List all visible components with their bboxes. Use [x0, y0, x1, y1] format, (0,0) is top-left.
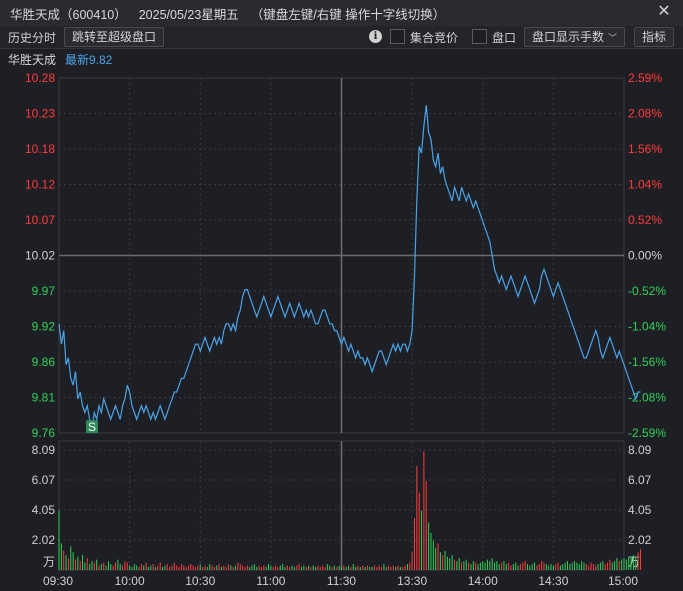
time-tick-label: 14:30 [538, 574, 568, 588]
price-tick-label: 9.97 [32, 284, 56, 298]
volume-unit-label: 万 [43, 555, 55, 569]
price-tick-label: 9.86 [32, 355, 56, 369]
volume-tick-label: 2.02 [32, 533, 56, 547]
auction-label[interactable]: 集合竞价 [410, 31, 459, 45]
orderbook-checkbox[interactable] [472, 29, 487, 44]
sell-marker-label: S [88, 420, 96, 434]
price-tick-label: 10.28 [25, 71, 55, 85]
time-tick-label: 13:30 [397, 574, 427, 588]
indicator-button[interactable]: 指标 [634, 27, 675, 47]
pct-tick-label: 2.59% [628, 71, 662, 85]
keyboard-hint: （键盘左键/右键 操作十字线切换） [250, 7, 446, 22]
display-unit-value: 盘口显示手数 [532, 30, 605, 44]
stock-name: 华胜天成 [10, 7, 61, 22]
info-icon[interactable]: i [369, 30, 382, 43]
info-stock-name: 华胜天成 [8, 53, 57, 67]
pct-tick-label: -1.56% [628, 355, 666, 369]
orderbook-label[interactable]: 盘口 [492, 31, 517, 45]
price-tick-label: 10.02 [25, 249, 55, 263]
trade-date: 2025/05/23星期五 [138, 7, 239, 22]
latest-price: 最新9.82 [65, 53, 113, 67]
time-tick-label: 11:30 [327, 574, 356, 588]
pct-tick-label: -1.04% [628, 320, 666, 334]
price-tick-label: 10.07 [25, 213, 55, 227]
volume-tick-label: 4.05 [32, 503, 56, 517]
time-tick-label: 10:00 [115, 574, 145, 588]
window-title: 华胜天成（600410） 2025/05/23星期五 （键盘左键/右键 操作十字线切… [10, 4, 457, 23]
pct-tick-label: 1.04% [628, 178, 662, 192]
time-tick-label: 14:00 [468, 574, 498, 588]
time-tick-label: 11:00 [256, 574, 285, 588]
volume-tick-label: 6.07 [32, 473, 56, 487]
price-tick-label: 9.92 [32, 320, 56, 334]
jump-orderbook-button[interactable]: 跳转至超级盘口 [64, 27, 165, 47]
volume-tick-label-right: 6.07 [628, 473, 652, 487]
volume-tick-label-right: 8.09 [628, 443, 652, 457]
pct-tick-label: 0.52% [628, 213, 662, 227]
price-tick-label: 9.76 [32, 426, 56, 440]
chevron-down-icon: ﹀ [608, 33, 618, 43]
volume-tick-label-right: 4.05 [628, 503, 652, 517]
volume-tick-label: 8.09 [32, 443, 56, 457]
price-line [58, 105, 641, 427]
history-label: 历史分时 [8, 31, 57, 45]
sell-marker-badge[interactable] [85, 420, 98, 434]
time-tick-label: 10:30 [185, 574, 215, 588]
pct-tick-label: 0.00% [628, 249, 662, 263]
pct-tick-label: -0.52% [628, 284, 666, 298]
price-tick-label: 10.18 [25, 142, 55, 156]
price-tick-label: 9.81 [32, 391, 56, 405]
pct-tick-label: -2.59% [628, 426, 666, 440]
quote-info-line: 华胜天成 最新9.82 [0, 49, 683, 67]
title-bar: 华胜天成（600410） 2025/05/23星期五 （键盘左键/右键 操作十字线切… [0, 0, 683, 26]
volume-tick-label-right: 2.02 [628, 533, 652, 547]
pct-tick-label: 2.08% [628, 107, 662, 121]
price-tick-label: 10.23 [25, 107, 55, 121]
price-tick-label: 10.12 [25, 178, 55, 192]
pct-tick-label: 1.56% [628, 142, 662, 156]
time-tick-label: 15:00 [608, 574, 638, 588]
time-tick-label: 09:30 [43, 574, 73, 588]
auction-checkbox[interactable] [390, 29, 405, 44]
close-icon[interactable]: ✕ [657, 3, 671, 20]
toolbar: 历史分时 跳转至超级盘口 i 集合竞价 盘口 盘口显示手数 ﹀ 指标 [0, 26, 683, 49]
display-unit-select[interactable]: 盘口显示手数 ﹀ [524, 27, 626, 47]
stock-code: （600410） [60, 7, 127, 22]
